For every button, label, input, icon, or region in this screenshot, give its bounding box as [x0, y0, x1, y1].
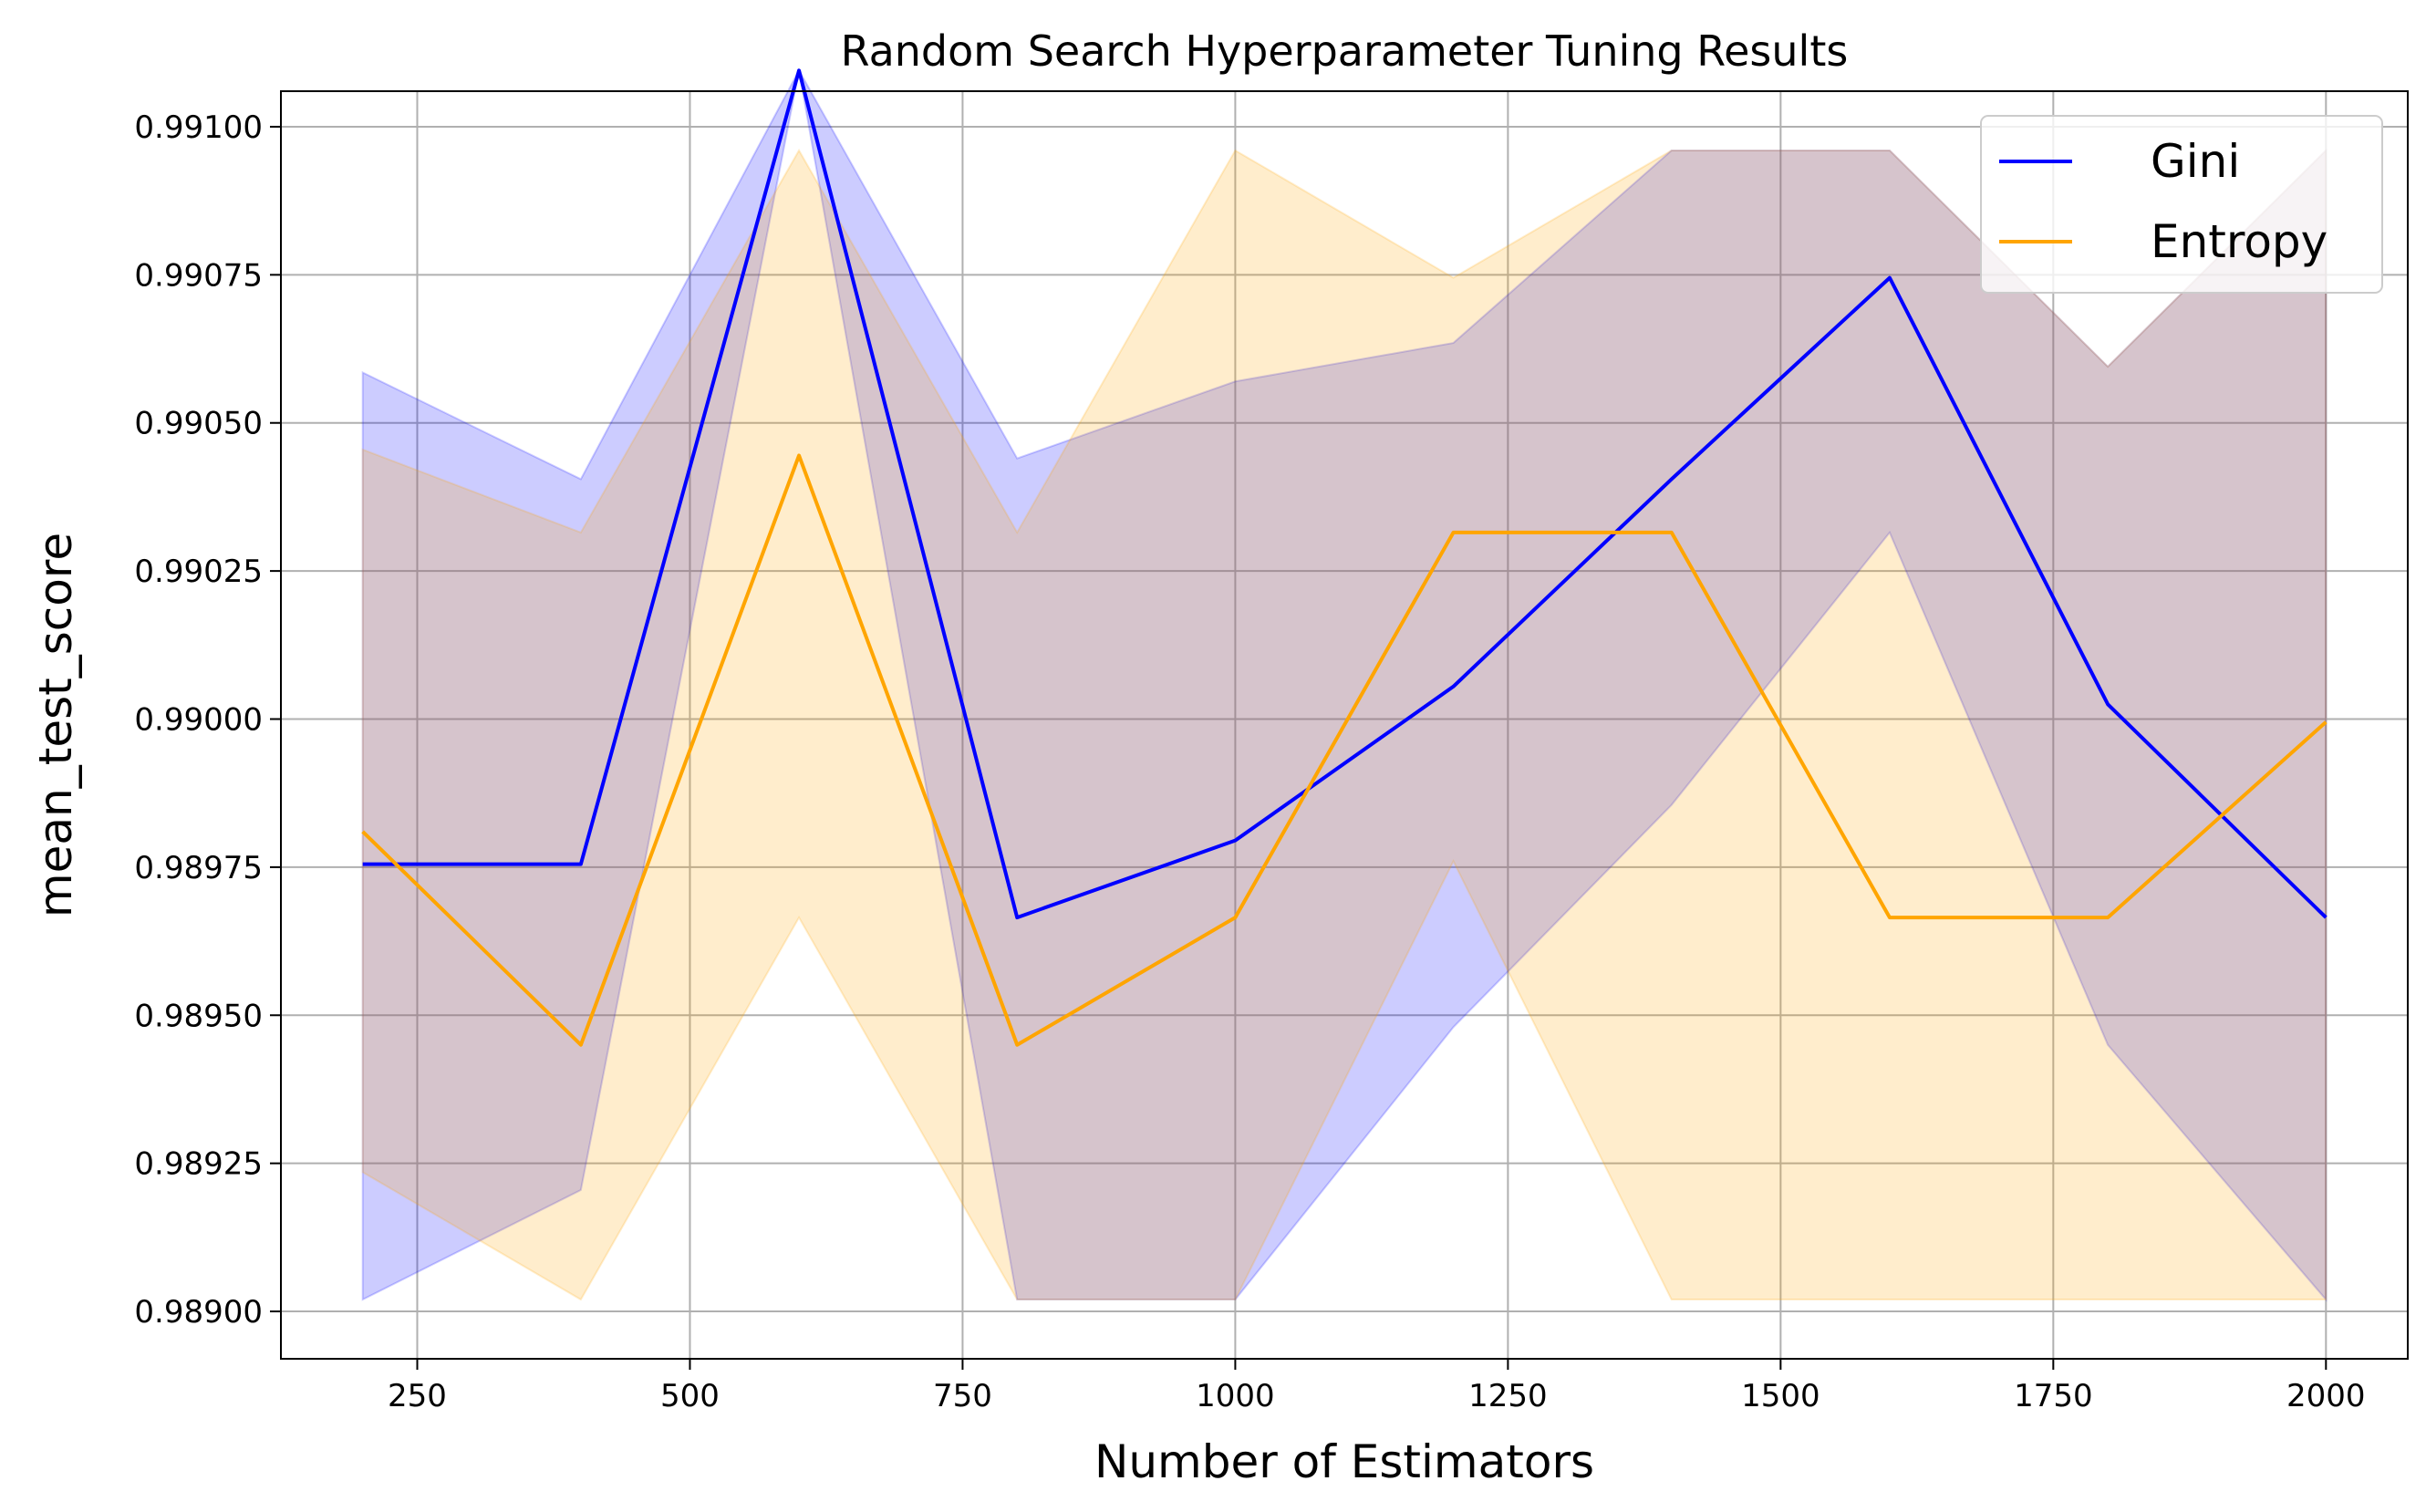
x-tick-label: 500	[660, 1378, 720, 1414]
x-tick-label: 750	[933, 1378, 992, 1414]
legend-label-gini: Gini	[2151, 135, 2240, 188]
y-tick-label: 0.99000	[134, 702, 263, 739]
gini-confidence-band	[361, 68, 2328, 1302]
axis-ticks: 250 500 750 1000 1250 1500 1750 2000 0.98900 0.98…	[134, 109, 2365, 1414]
series-lines	[361, 68, 2328, 1047]
gini-series-line	[362, 68, 2328, 920]
y-tick-label: 0.98975	[134, 850, 263, 886]
y-tick-label: 0.99025	[134, 554, 263, 590]
x-tick-label: 1250	[1468, 1378, 1548, 1414]
chart-title: Random Search Hyperparameter Tuning Resu…	[841, 26, 1849, 76]
entropy-series-line	[361, 453, 2328, 1047]
plot-frame	[280, 90, 2409, 1360]
y-tick-label: 0.98900	[134, 1294, 263, 1331]
x-tick-label: 250	[388, 1378, 447, 1414]
x-axis-label: Number of Estimators	[1094, 1435, 1594, 1488]
legend-box	[1980, 115, 2383, 294]
y-tick-label: 0.98950	[134, 998, 263, 1034]
legend-label-entropy: Entropy	[2151, 215, 2328, 268]
grid	[281, 91, 2408, 1359]
legend: Gini Entropy	[1980, 115, 2383, 294]
x-tick-label: 1500	[1741, 1378, 1820, 1414]
y-tick-label: 0.99075	[134, 257, 263, 294]
x-tick-label: 2000	[2286, 1378, 2366, 1414]
x-tick-label: 1750	[2014, 1378, 2093, 1414]
y-tick-label: 0.99100	[134, 109, 263, 146]
y-tick-label: 0.98925	[134, 1146, 263, 1183]
x-tick-label: 1000	[1196, 1378, 1275, 1414]
y-tick-label: 0.99050	[134, 406, 263, 442]
y-axis-label: mean_test_score	[29, 533, 82, 917]
